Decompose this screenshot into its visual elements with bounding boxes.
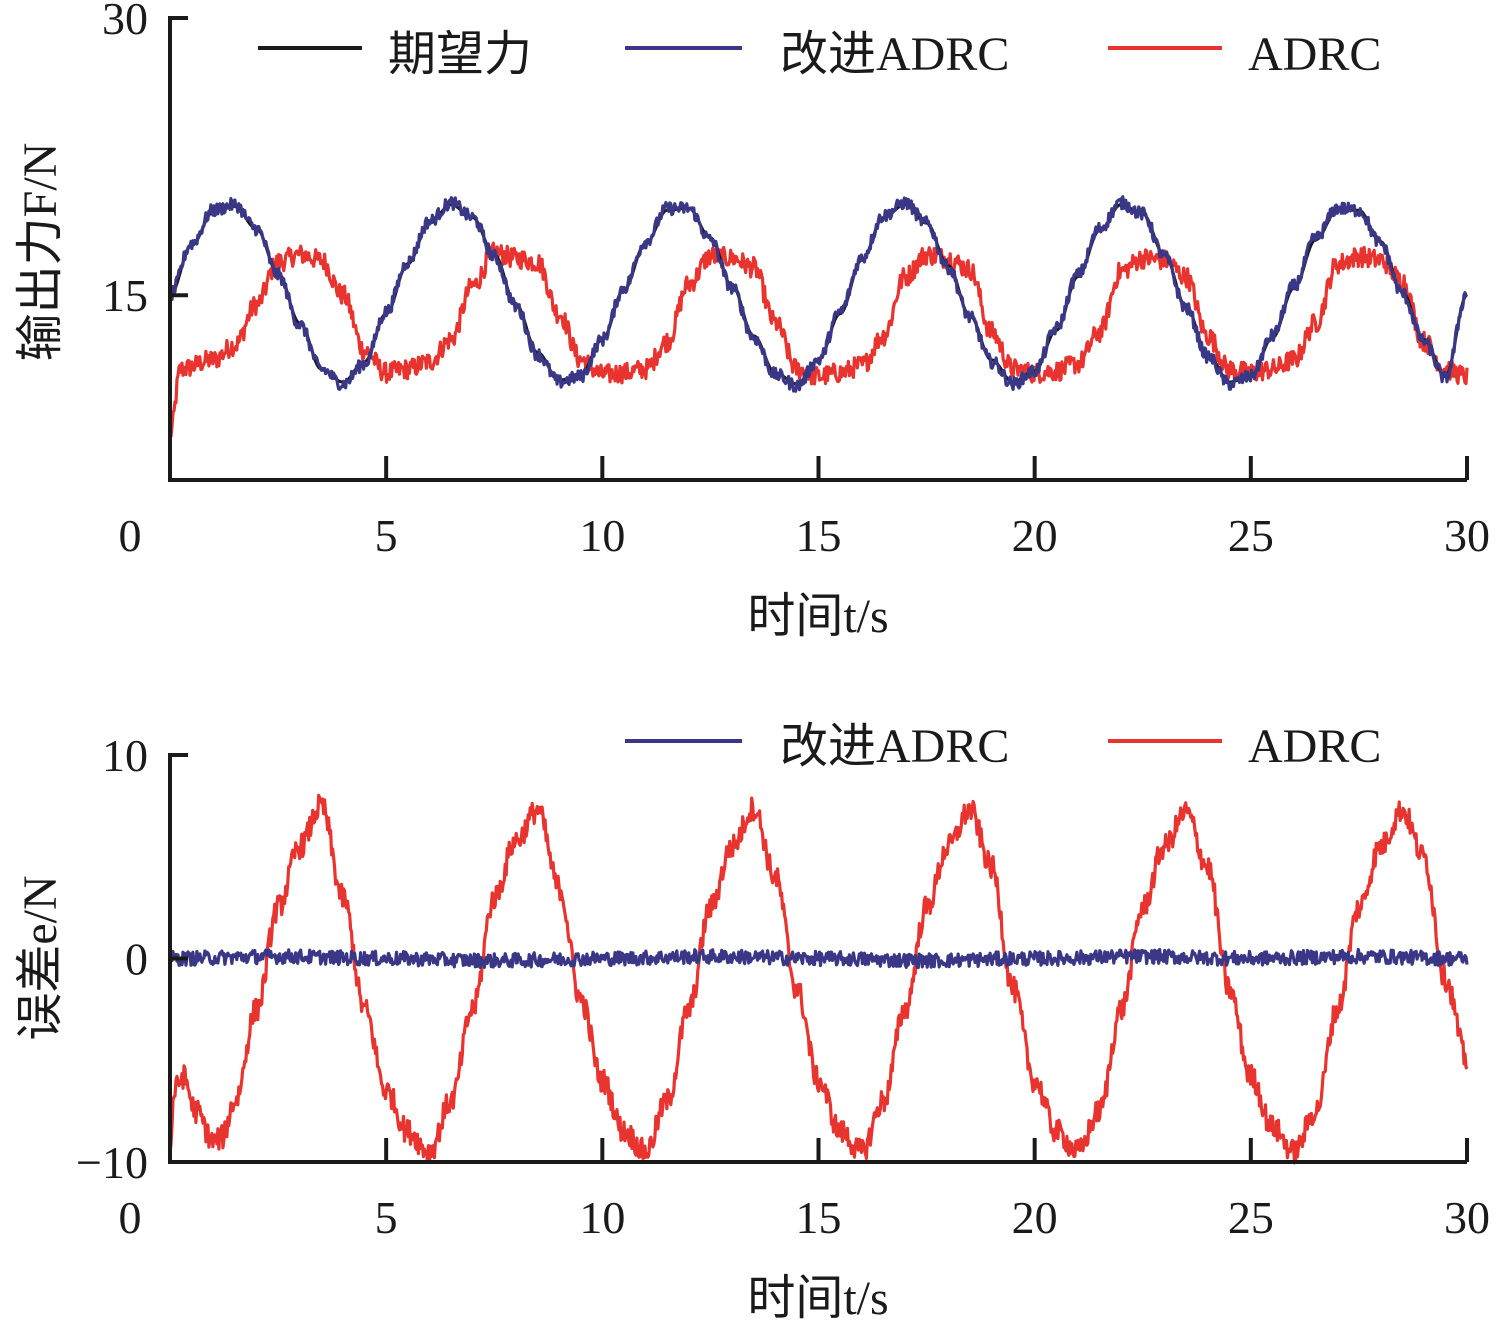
output-force-legend: 期望力 改进ADRC ADRC <box>258 28 1381 81</box>
output-force-series-line-1 <box>168 195 1469 393</box>
error-x-axis-label: 时间t/s <box>747 1272 888 1324</box>
output-force-tick-labels: 0 5 10 15 20 25 30 15 30 <box>102 0 1490 561</box>
output-force-x-tick-label: 5 <box>375 510 398 561</box>
output-force-axes <box>168 16 1467 482</box>
legend-label-improved-adrc: 改进ADRC <box>780 28 1009 81</box>
error-y-tick-label: −10 <box>76 1137 148 1188</box>
legend-label-desired-force: 期望力 <box>388 28 532 81</box>
error-y-tick-label: 0 <box>125 934 148 985</box>
error-series-line-0 <box>168 947 1469 970</box>
output-force-chart: 0 5 10 15 20 25 30 15 30 时间t/s 输出力F/N 期望力 改进ADRC… <box>14 0 1490 643</box>
output-force-x-tick-label: 20 <box>1012 510 1058 561</box>
output-force-y-tick-label: 30 <box>102 0 148 44</box>
error-x-tick-label: 0 <box>119 1192 142 1243</box>
error-x-tick-label: 30 <box>1444 1192 1490 1243</box>
error-y-axis-label: 误差e/N <box>14 875 67 1040</box>
error-x-tick-label: 10 <box>579 1192 625 1243</box>
legend-label-improved-adrc-error: 改进ADRC <box>780 720 1009 773</box>
error-ticks <box>170 753 1469 1164</box>
legend-label-adrc-error: ADRC <box>1248 720 1381 773</box>
error-x-tick-label: 20 <box>1012 1192 1058 1243</box>
output-force-y-tick-label: 15 <box>102 270 148 321</box>
output-force-y-axis-label: 输出力F/N <box>14 143 67 362</box>
output-force-x-tick-label: 30 <box>1444 510 1490 561</box>
legend-label-adrc: ADRC <box>1248 28 1381 81</box>
output-force-x-tick-label: 10 <box>579 510 625 561</box>
output-force-x-tick-label: 15 <box>796 510 842 561</box>
output-force-ticks <box>170 16 1469 480</box>
error-series-line-1 <box>168 793 1469 1165</box>
output-force-series-group <box>168 195 1469 438</box>
error-x-tick-label: 25 <box>1228 1192 1274 1243</box>
output-force-x-tick-label: 0 <box>119 510 142 561</box>
error-y-tick-label: 10 <box>102 730 148 781</box>
error-x-tick-label: 15 <box>796 1192 842 1243</box>
output-force-x-axis-label: 时间t/s <box>747 590 888 643</box>
output-force-x-tick-label: 25 <box>1228 510 1274 561</box>
error-series-group <box>168 793 1469 1165</box>
error-x-tick-label: 5 <box>375 1192 398 1243</box>
error-legend: 改进ADRC ADRC <box>625 720 1381 773</box>
